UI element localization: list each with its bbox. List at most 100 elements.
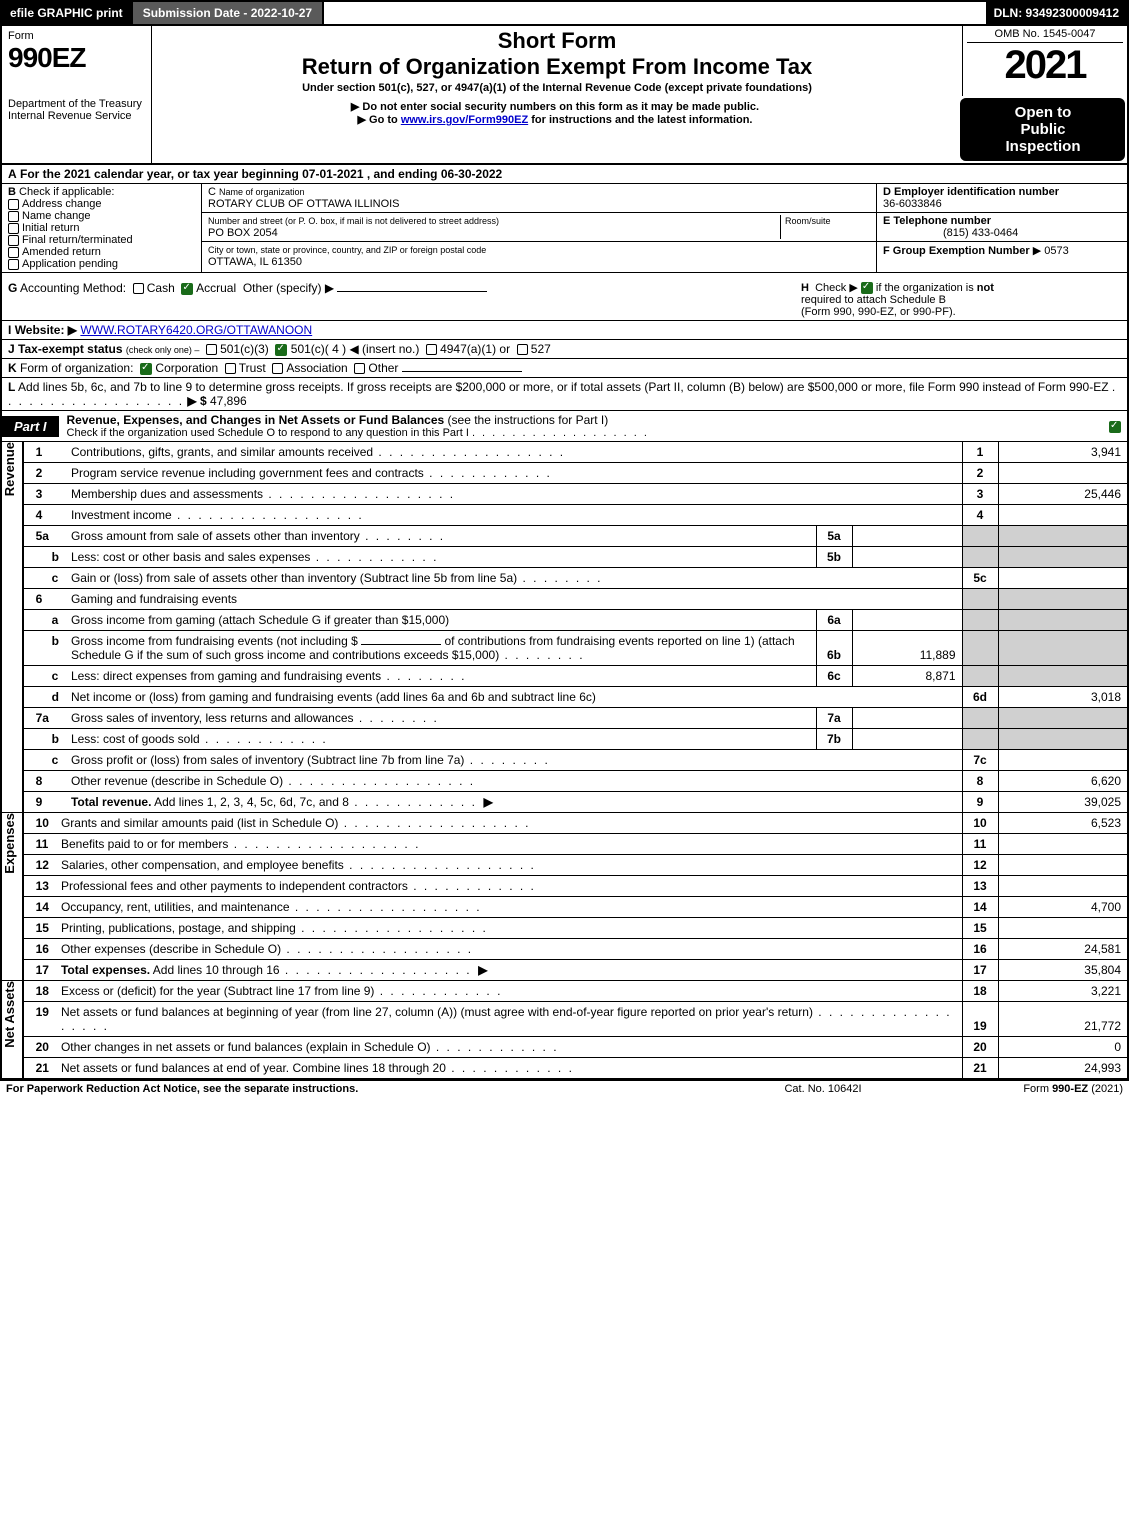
line-6b-desc: Gross income from fundraising events (no… [65,631,816,666]
open-line-2: Public [965,121,1121,138]
row-k: K Form of organization: Corporation Trus… [0,359,1129,378]
group-exemption-row: F Group Exemption Number ▶ 0573 [877,242,1127,259]
efile-label[interactable]: efile GRAPHIC print [2,2,131,24]
line-18-num: 18 [23,981,55,1002]
irs-link[interactable]: www.irs.gov/Form990EZ [401,114,528,126]
g-letter: G [8,281,17,295]
title-return: Return of Organization Exempt From Incom… [158,54,956,80]
line-10: 10 Grants and similar amounts paid (list… [23,813,1128,834]
line-9-rval: 39,025 [998,792,1128,813]
line-6: 6 Gaming and fundraising events [23,589,1128,610]
l-value: 47,896 [210,394,247,408]
phone-row: E Telephone number (815) 433-0464 [877,213,1127,242]
footer-right-post: (2021) [1088,1083,1123,1095]
h-not: not [977,282,994,294]
lbl-other: Other (specify) ▶ [243,281,334,295]
omb-year-box: OMB No. 1545-0047 2021 [962,26,1127,96]
i-label: Website: ▶ [15,323,77,337]
topbar-spacer [324,2,985,24]
line-6c-desc: Less: direct expenses from gaming and fu… [65,666,816,687]
line-1-num: 1 [23,442,65,463]
chk-assoc[interactable] [272,363,283,374]
line-4-rval [998,505,1128,526]
line-13-num: 13 [23,876,55,897]
city-label: City or town, state or province, country… [208,245,486,255]
line-17-rnum: 17 [962,960,998,981]
line-6b-blank[interactable] [361,644,441,645]
h-text4: (Form 990, 990-EZ, or 990-PF). [801,306,956,318]
instr-line-1: ▶ Do not enter social security numbers o… [158,100,952,113]
line-6a-rnum [962,610,998,631]
line-6-rval [998,589,1128,610]
footer-right-pre: Form [1023,1083,1052,1095]
lbl-4947: 4947(a)(1) or [440,342,510,356]
line-6d-rval: 3,018 [998,687,1128,708]
other-org-line[interactable] [402,371,522,372]
part-i-title-sub: (see the instructions for Part I) [448,413,609,427]
footer-right-bold: 990-EZ [1052,1083,1088,1095]
line-2-desc: Program service revenue including govern… [65,463,962,484]
chk-corp[interactable] [140,363,152,375]
chk-accrual[interactable] [181,283,193,295]
org-city: OTTAWA, IL 61350 [208,256,302,268]
title-short-form: Short Form [158,28,956,54]
part-i-tab: Part I [2,416,59,437]
chk-amended-return[interactable] [8,247,19,258]
line-5a-num: 5a [23,526,65,547]
chk-cash[interactable] [133,283,144,294]
netassets-vlabel: Net Assets [2,981,17,1048]
line-16: 16 Other expenses (describe in Schedule … [23,939,1128,960]
line-6-rnum [962,589,998,610]
netassets-vlabel-cell: Net Assets [0,981,22,1080]
chk-501c[interactable] [275,344,287,356]
col-b: B Check if applicable: Address change Na… [2,184,202,272]
chk-schedule-o[interactable] [1109,421,1121,433]
other-specify-line[interactable] [337,291,487,292]
line-10-rval: 6,523 [998,813,1128,834]
line-2-rval [998,463,1128,484]
chk-address-change[interactable] [8,199,19,210]
chk-name-change[interactable] [8,211,19,222]
chk-initial-return[interactable] [8,223,19,234]
line-17-desc: Total expenses. Add lines 10 through 16 … [55,960,962,981]
line-7b-desc: Less: cost of goods sold [65,729,816,750]
line-2-num: 2 [23,463,65,484]
website-link[interactable]: WWW.ROTARY6420.ORG/OTTAWANOON [80,323,312,337]
chk-h[interactable] [861,282,873,294]
line-7c-desc: Gross profit or (loss) from sales of inv… [65,750,962,771]
chk-final-return[interactable] [8,235,19,246]
chk-other-org[interactable] [354,363,365,374]
lbl-name-change: Name change [22,210,91,222]
org-city-row: City or town, state or province, country… [202,242,876,270]
line-6d-desc: Net income or (loss) from gaming and fun… [65,687,962,708]
chk-4947[interactable] [426,344,437,355]
line-11: 11 Benefits paid to or for members 11 [23,834,1128,855]
line-3-rval: 25,446 [998,484,1128,505]
line-3: 3 Membership dues and assessments 3 25,4… [23,484,1128,505]
part-i-chk-cell [1103,419,1127,433]
lbl-amended-return: Amended return [22,246,101,258]
line-10-desc: Grants and similar amounts paid (list in… [55,813,962,834]
l-arrow: ▶ $ [187,394,206,408]
org-name: ROTARY CLUB OF OTTAWA ILLINOIS [208,198,400,210]
phone-value: (815) 433-0464 [883,227,1018,239]
revenue-wrap: Revenue 1 Contributions, gifts, grants, … [0,442,1129,813]
line-a-letter: A [8,167,17,181]
line-13-rnum: 13 [962,876,998,897]
chk-501c3[interactable] [206,344,217,355]
line-5c-rval [998,568,1128,589]
row-h: H Check ▶ if the organization is not req… [801,281,1121,318]
col-b-letter: B [8,186,16,198]
line-10-rnum: 10 [962,813,998,834]
line-18-rval: 3,221 [998,981,1128,1002]
line-6b-desc1: Gross income from fundraising events (no… [71,634,358,648]
chk-application-pending[interactable] [8,259,19,270]
line-6-num: 6 [23,589,65,610]
chk-trust[interactable] [225,363,236,374]
instr2-pre: ▶ Go to [358,114,401,126]
line-20-rval: 0 [998,1037,1128,1058]
chk-527[interactable] [517,344,528,355]
header-row-2: Department of the Treasury Internal Reve… [0,96,1129,165]
line-16-desc: Other expenses (describe in Schedule O) [55,939,962,960]
footer-center: Cat. No. 10642I [723,1083,923,1095]
